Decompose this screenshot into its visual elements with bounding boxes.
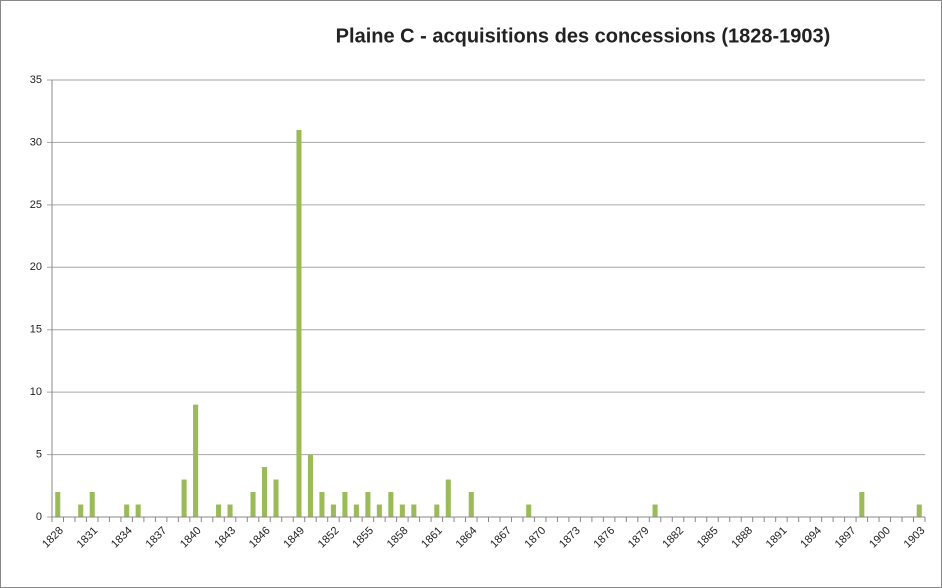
bar — [319, 492, 325, 517]
bar — [124, 504, 130, 517]
bar — [330, 504, 336, 517]
bar — [78, 504, 84, 517]
bar — [227, 504, 233, 517]
y-tick-label: 5 — [36, 448, 42, 460]
bar — [135, 504, 141, 517]
bar — [307, 454, 313, 517]
bar — [411, 504, 417, 517]
bar — [216, 504, 222, 517]
bar — [55, 492, 61, 517]
bar — [445, 479, 451, 517]
y-tick-label: 15 — [30, 324, 42, 336]
y-tick-label: 35 — [30, 74, 42, 86]
bar — [434, 504, 440, 517]
bar — [916, 504, 922, 517]
y-tick-label: 20 — [30, 261, 42, 273]
bar — [353, 504, 359, 517]
bar — [399, 504, 405, 517]
y-tick-label: 25 — [30, 199, 42, 211]
bar — [193, 404, 199, 517]
bar — [181, 479, 187, 517]
bar — [376, 504, 382, 517]
bar — [468, 492, 474, 517]
bar — [652, 504, 658, 517]
y-tick-label: 0 — [36, 511, 42, 523]
chart-title: Plaine C - acquisitions des concessions … — [336, 25, 831, 47]
bar — [261, 467, 268, 517]
y-tick-label: 30 — [30, 136, 42, 148]
bar — [342, 492, 348, 517]
bar — [296, 129, 302, 517]
bar — [89, 492, 95, 517]
bar — [365, 492, 371, 517]
bar — [526, 504, 532, 517]
bar — [388, 492, 394, 517]
bar — [859, 492, 865, 517]
y-tick-label: 10 — [30, 386, 42, 398]
bar — [250, 492, 256, 517]
bar — [273, 479, 279, 517]
